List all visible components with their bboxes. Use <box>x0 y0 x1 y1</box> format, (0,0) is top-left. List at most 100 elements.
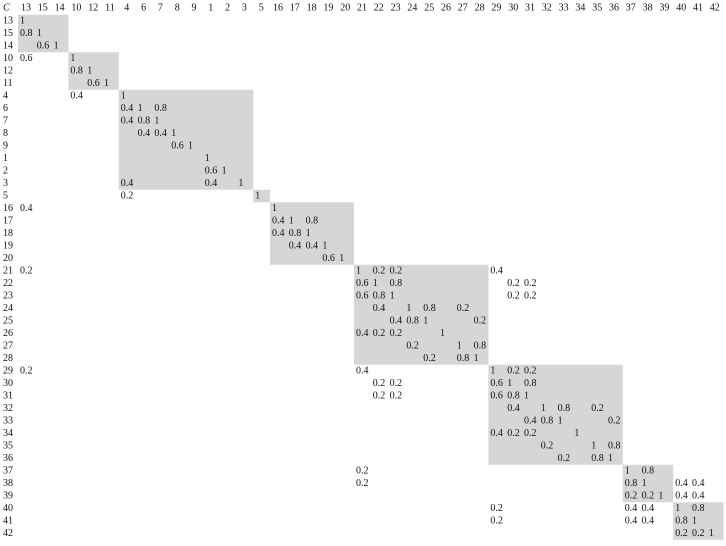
cell-value: 0.6 <box>171 140 184 151</box>
column-header: 5 <box>259 2 264 13</box>
cell-value: 0.4 <box>642 515 655 526</box>
cell-value: 0.6 <box>322 253 335 264</box>
column-header: 14 <box>55 2 65 13</box>
cell-value: 0.4 <box>306 240 319 251</box>
row-header: 14 <box>3 40 13 51</box>
column-header: 7 <box>158 2 163 13</box>
cell-value: 0.2 <box>490 515 503 526</box>
column-header: 3 <box>242 2 247 13</box>
cell-value: 1 <box>373 278 378 289</box>
row-header: 15 <box>3 28 13 39</box>
cell-value: 0.2 <box>524 290 537 301</box>
block-shade <box>354 264 489 365</box>
row-header: 26 <box>3 328 13 339</box>
row-header: 40 <box>3 503 13 514</box>
block-layer <box>18 14 724 540</box>
cell-value: 0.4 <box>121 103 134 114</box>
cell-value: 0.2 <box>507 278 520 289</box>
cell-value: 1 <box>423 315 428 326</box>
column-header: 6 <box>141 2 146 13</box>
cell-value: 1 <box>121 90 126 101</box>
row-header: 37 <box>3 465 13 476</box>
cell-value: 1 <box>104 78 109 89</box>
cell-value: 0.4 <box>356 328 369 339</box>
cell-value: 0.8 <box>390 278 403 289</box>
row-header: 38 <box>3 478 13 489</box>
column-header: 18 <box>307 2 317 13</box>
cell-value: 0.2 <box>373 265 386 276</box>
cell-value: 1 <box>54 40 59 51</box>
column-header: 29 <box>491 2 501 13</box>
cell-value: 0.4 <box>138 128 151 139</box>
cell-value: 0.4 <box>272 228 285 239</box>
cell-value: 0.2 <box>121 190 134 201</box>
row-header: 4 <box>3 90 8 101</box>
cell-value: 0.6 <box>490 390 503 401</box>
cell-value: 0.4 <box>289 240 302 251</box>
cell-value: 0.2 <box>541 440 554 451</box>
block-shade <box>18 14 69 53</box>
column-header: 13 <box>21 2 31 13</box>
cell-value: 0.4 <box>356 365 369 376</box>
row-header: 31 <box>3 390 13 401</box>
cell-value: 1 <box>390 290 395 301</box>
cell-value: 1 <box>490 365 495 376</box>
cell-value: 1 <box>474 353 479 364</box>
cell-value: 1 <box>558 415 563 426</box>
cell-value: 0.6 <box>37 40 50 51</box>
corner-label: C <box>3 2 10 13</box>
cell-value: 1 <box>356 265 361 276</box>
row-header: 21 <box>3 265 13 276</box>
row-header: 11 <box>3 78 13 89</box>
block-shade <box>270 202 354 265</box>
cell-value: 0.2 <box>423 353 436 364</box>
cell-value: 0.8 <box>524 378 537 389</box>
column-header: 30 <box>508 2 518 13</box>
row-header: 22 <box>3 278 13 289</box>
cell-value: 1 <box>188 140 193 151</box>
cell-value: 0.2 <box>474 315 487 326</box>
column-header: 12 <box>88 2 98 13</box>
cell-value: 0.2 <box>390 390 403 401</box>
cell-value: 1 <box>87 65 92 76</box>
cell-value: 0.2 <box>406 340 419 351</box>
row-header: 8 <box>3 128 8 139</box>
column-header: 23 <box>391 2 401 13</box>
column-header: 9 <box>192 2 197 13</box>
row-header: 9 <box>3 140 8 151</box>
row-header: 24 <box>3 303 13 314</box>
cell-value: 1 <box>205 153 210 164</box>
block-shade <box>622 464 674 503</box>
cell-value: 0.2 <box>591 403 604 414</box>
cell-value: 0.4 <box>675 478 688 489</box>
row-header: 34 <box>3 428 13 439</box>
cell-value: 0.8 <box>154 103 167 114</box>
column-header: 17 <box>290 2 300 13</box>
cell-value: 0.4 <box>490 428 503 439</box>
column-header: 2 <box>225 2 230 13</box>
column-header: 37 <box>626 2 636 13</box>
cell-value: 0.2 <box>373 390 386 401</box>
cell-value: 0.2 <box>490 503 503 514</box>
cell-value: 1 <box>608 453 613 464</box>
cell-value: 0.8 <box>457 353 470 364</box>
cell-value: 1 <box>37 28 42 39</box>
cell-value: 1 <box>154 115 159 126</box>
cell-value: 0.2 <box>20 265 33 276</box>
row-header: 5 <box>3 190 8 201</box>
cell-value: 0.8 <box>558 403 571 414</box>
cell-value: 0.8 <box>642 465 655 476</box>
cell-value: 0.8 <box>591 453 604 464</box>
cell-value: 0.2 <box>558 453 571 464</box>
row-header: 13 <box>3 15 13 26</box>
cell-value: 0.2 <box>507 365 520 376</box>
cell-value: 0.8 <box>138 115 151 126</box>
cell-value: 0.4 <box>121 115 134 126</box>
block-shade <box>253 189 270 203</box>
cell-value: 0.2 <box>524 428 537 439</box>
cell-value: 0.4 <box>154 128 167 139</box>
column-header: 34 <box>575 2 585 13</box>
cell-value: 0.4 <box>692 478 705 489</box>
cell-value: 0.2 <box>356 478 369 489</box>
row-header: 10 <box>3 53 13 64</box>
